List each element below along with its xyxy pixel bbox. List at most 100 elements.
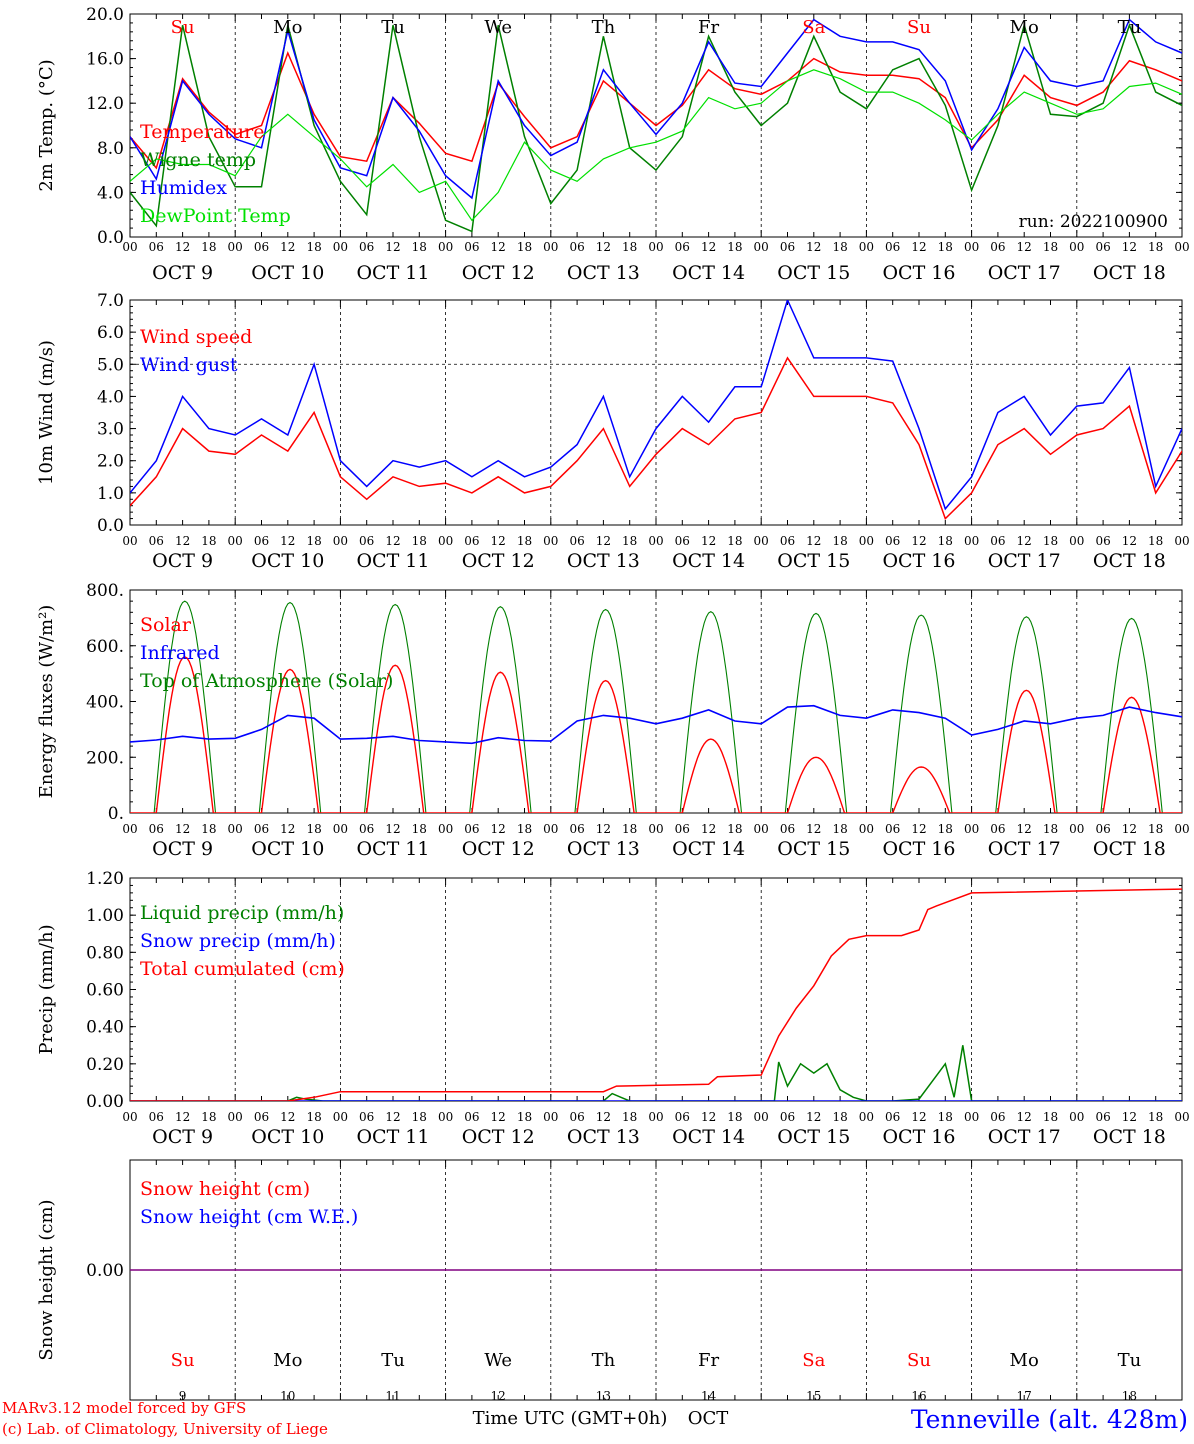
legend-entry: Wigne temp [140,149,256,171]
day-label: OCT 16 [882,838,955,860]
hour-label: 06 [149,1110,164,1124]
hour-label: 18 [306,822,321,836]
day-label: OCT 14 [672,838,745,860]
y-tick-label: 0.80 [86,943,124,963]
day-label: OCT 11 [356,550,429,572]
day-label: OCT 13 [567,1126,640,1148]
hour-label: 18 [832,1110,847,1124]
hour-label: 12 [491,240,506,254]
day-label: OCT 15 [777,1126,850,1148]
hour-label: 12 [596,1110,611,1124]
hour-label: 12 [1017,822,1032,836]
day-label: OCT 9 [152,550,213,572]
y-tick-label: 0.00 [86,1092,124,1112]
weekday-label: Su [907,17,931,38]
hour-label: 06 [1095,1110,1110,1124]
weekday-label: Su [171,1350,195,1371]
hour-label: 06 [359,1110,374,1124]
hour-label: 06 [464,822,479,836]
hour-label: 06 [1095,534,1110,548]
series-infrared-line [130,704,1182,745]
hour-label: 12 [1122,822,1137,836]
hour-label: 00 [333,822,348,836]
hour-label: 06 [780,822,795,836]
hour-label: 18 [412,240,427,254]
series-line-2 [130,888,1182,1101]
weekday-label: Tu [1118,1350,1142,1371]
weekday-label: Th [592,1350,616,1371]
hour-label: 12 [701,240,716,254]
plot-frame [129,299,1183,526]
legend-entry: Snow height (cm W.E.) [140,1206,358,1228]
weekday-label: Mo [1010,1350,1039,1371]
y-tick-label: 1.20 [86,869,124,889]
day-label: OCT 9 [152,262,213,284]
hour-label: 06 [780,240,795,254]
y-tick-label: 20.0 [86,5,124,25]
day-label: OCT 13 [567,262,640,284]
hour-label: 06 [254,534,269,548]
hour-label: 06 [254,1110,269,1124]
day-label: OCT 18 [1093,550,1166,572]
hour-label: 12 [491,534,506,548]
legend-entry: Total cumulated (cm) [140,958,345,980]
hour-label: 18 [517,534,532,548]
y-axis-label: 2m Temp. (°C) [36,59,57,191]
y-tick-label: 0.0 [97,516,124,536]
hour-label: 06 [1095,240,1110,254]
hour-label: 00 [122,1110,137,1124]
y-tick-label: 800. [86,581,124,601]
y-tick-label: 0.60 [86,981,124,1001]
hour-label: 12 [806,240,821,254]
bottom-day-number: 13 [596,1389,611,1403]
time-axis-month: OCT [688,1408,729,1429]
hour-label: 00 [648,240,663,254]
day-label: OCT 12 [462,262,535,284]
hour-label: 12 [596,822,611,836]
hour-label: 00 [438,1110,453,1124]
weekday-label: Fr [698,1350,719,1371]
hour-label: 06 [464,1110,479,1124]
hour-label: 18 [832,822,847,836]
hour-label: 18 [938,534,953,548]
day-label: OCT 17 [988,550,1061,572]
hour-label: 06 [675,240,690,254]
y-tick-label: 12.0 [86,94,124,114]
hour-label: 18 [727,1110,742,1124]
hour-label: 06 [675,534,690,548]
hour-label: 06 [359,822,374,836]
hour-label: 00 [648,822,663,836]
hour-label: 18 [1043,1110,1058,1124]
hour-label: 12 [385,534,400,548]
legend-entry: Solar [140,614,192,636]
legend-entry: Humidex [140,177,227,199]
day-label: OCT 12 [462,1126,535,1148]
day-label: OCT 12 [462,838,535,860]
hour-label: 00 [648,1110,663,1124]
hour-label: 12 [491,822,506,836]
hour-label: 18 [306,534,321,548]
series-line-1 [130,300,1182,511]
hour-label: 12 [280,534,295,548]
hour-label: 12 [701,822,716,836]
day-label: OCT 9 [152,838,213,860]
weekday-label: Su [907,1350,931,1371]
hour-label: 12 [1017,534,1032,548]
y-tick-label: 16.0 [86,50,124,70]
hour-label: 00 [1174,1110,1189,1124]
y-tick-label: 4.0 [97,387,124,407]
hour-label: 18 [412,534,427,548]
hour-label: 18 [412,822,427,836]
hour-label: 12 [385,822,400,836]
hour-label: 18 [622,534,637,548]
day-label: OCT 17 [988,262,1061,284]
chart-panel-3: 0. 200. 400. 600. 800. Energy fluxes (W/m²) 00… [36,581,1190,860]
y-tick-label: 3.0 [97,420,124,440]
hour-label: 06 [569,822,584,836]
day-label: OCT 15 [777,262,850,284]
hour-label: 12 [806,822,821,836]
series-toa-solar-line [130,600,1182,813]
hour-label: 06 [254,240,269,254]
